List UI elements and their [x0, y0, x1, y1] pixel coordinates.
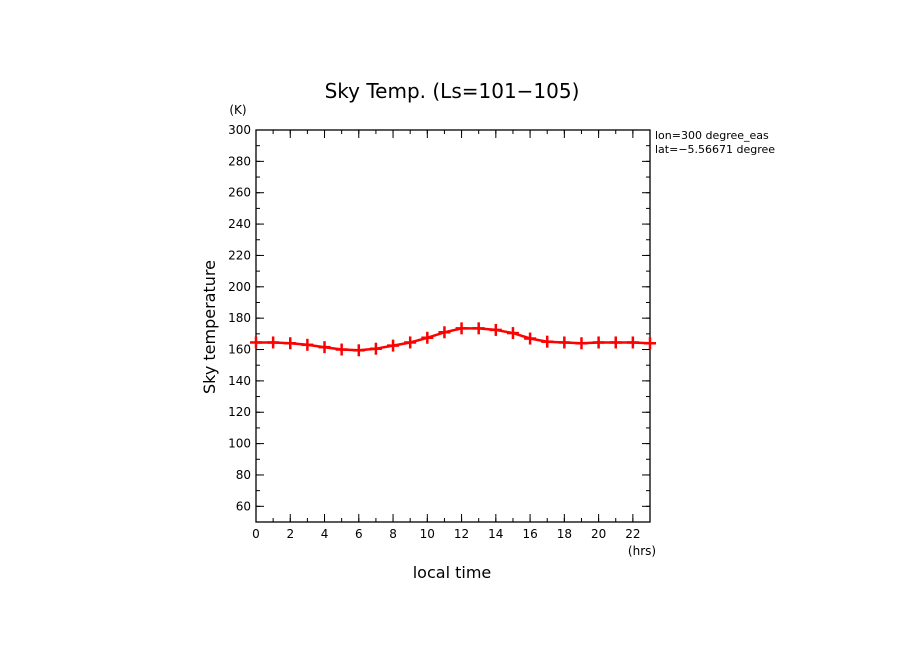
- data-point: [250, 336, 262, 349]
- data-point: [489, 323, 502, 336]
- chart-title: Sky Temp. (Ls=101−105): [325, 79, 580, 103]
- data-point: [626, 336, 639, 349]
- y-tick-label: 200: [228, 280, 251, 294]
- x-tick-label: 2: [286, 527, 294, 541]
- x-tick-label: 22: [625, 527, 640, 541]
- x-tick-label: 16: [522, 527, 537, 541]
- y-tick-label: 300: [228, 123, 251, 137]
- x-tick-label: 4: [321, 527, 329, 541]
- x-tick-label: 0: [252, 527, 260, 541]
- data-point: [575, 337, 588, 350]
- data-point: [524, 332, 537, 345]
- y-axis-label: Sky temperature: [200, 260, 219, 394]
- data-point: [335, 343, 348, 356]
- x-tick-label: 8: [389, 527, 397, 541]
- axes: 60 80 100 120 140 160 180 200 220 240 260 280 300 0 2 4…: [228, 123, 651, 541]
- data-point: [318, 341, 331, 354]
- data-point: [352, 344, 365, 357]
- y-tick-label: 100: [228, 437, 251, 451]
- y-axis-unit: (K): [229, 103, 246, 117]
- x-tick-label: 20: [591, 527, 606, 541]
- x-tick-label: 14: [488, 527, 503, 541]
- data-point: [387, 339, 400, 352]
- series-line: [256, 327, 651, 352]
- x-tick-label: 10: [420, 527, 435, 541]
- annotation-longitude: lon=300 degree_eas: [655, 129, 769, 142]
- y-tick-label: 180: [228, 311, 251, 325]
- data-point: [438, 326, 451, 339]
- data-point: [541, 335, 554, 348]
- data-point: [609, 336, 622, 349]
- data-point: [472, 322, 485, 335]
- data-point: [506, 327, 519, 340]
- data-point: [558, 336, 571, 349]
- data-point: [455, 322, 468, 335]
- plot-frame: [255, 129, 651, 523]
- data-point: [421, 331, 434, 344]
- y-tick-label: 80: [236, 468, 251, 482]
- data-point: [267, 336, 280, 349]
- data-point: [592, 336, 605, 349]
- y-tick-label: 220: [228, 248, 251, 262]
- x-tick-label: 6: [355, 527, 363, 541]
- x-tick-label: 12: [454, 527, 469, 541]
- y-tick-label: 60: [236, 499, 251, 513]
- y-tick-label: 280: [228, 154, 251, 168]
- x-axis-label: local time: [413, 563, 492, 582]
- y-tick-label: 240: [228, 217, 251, 231]
- data-point: [284, 337, 297, 350]
- y-tick-label: 160: [228, 343, 251, 357]
- y-tick-label: 140: [228, 374, 251, 388]
- x-axis-unit: (hrs): [628, 544, 656, 558]
- y-tick-label: 260: [228, 186, 251, 200]
- y-tick-label: 120: [228, 405, 251, 419]
- data-point: [404, 336, 417, 349]
- data-point: [644, 337, 656, 350]
- data-series: [250, 322, 656, 357]
- x-tick-label: 18: [557, 527, 572, 541]
- data-point: [369, 342, 382, 355]
- data-point: [301, 338, 314, 351]
- annotation-latitude: lat=−5.56671 degree: [655, 143, 775, 156]
